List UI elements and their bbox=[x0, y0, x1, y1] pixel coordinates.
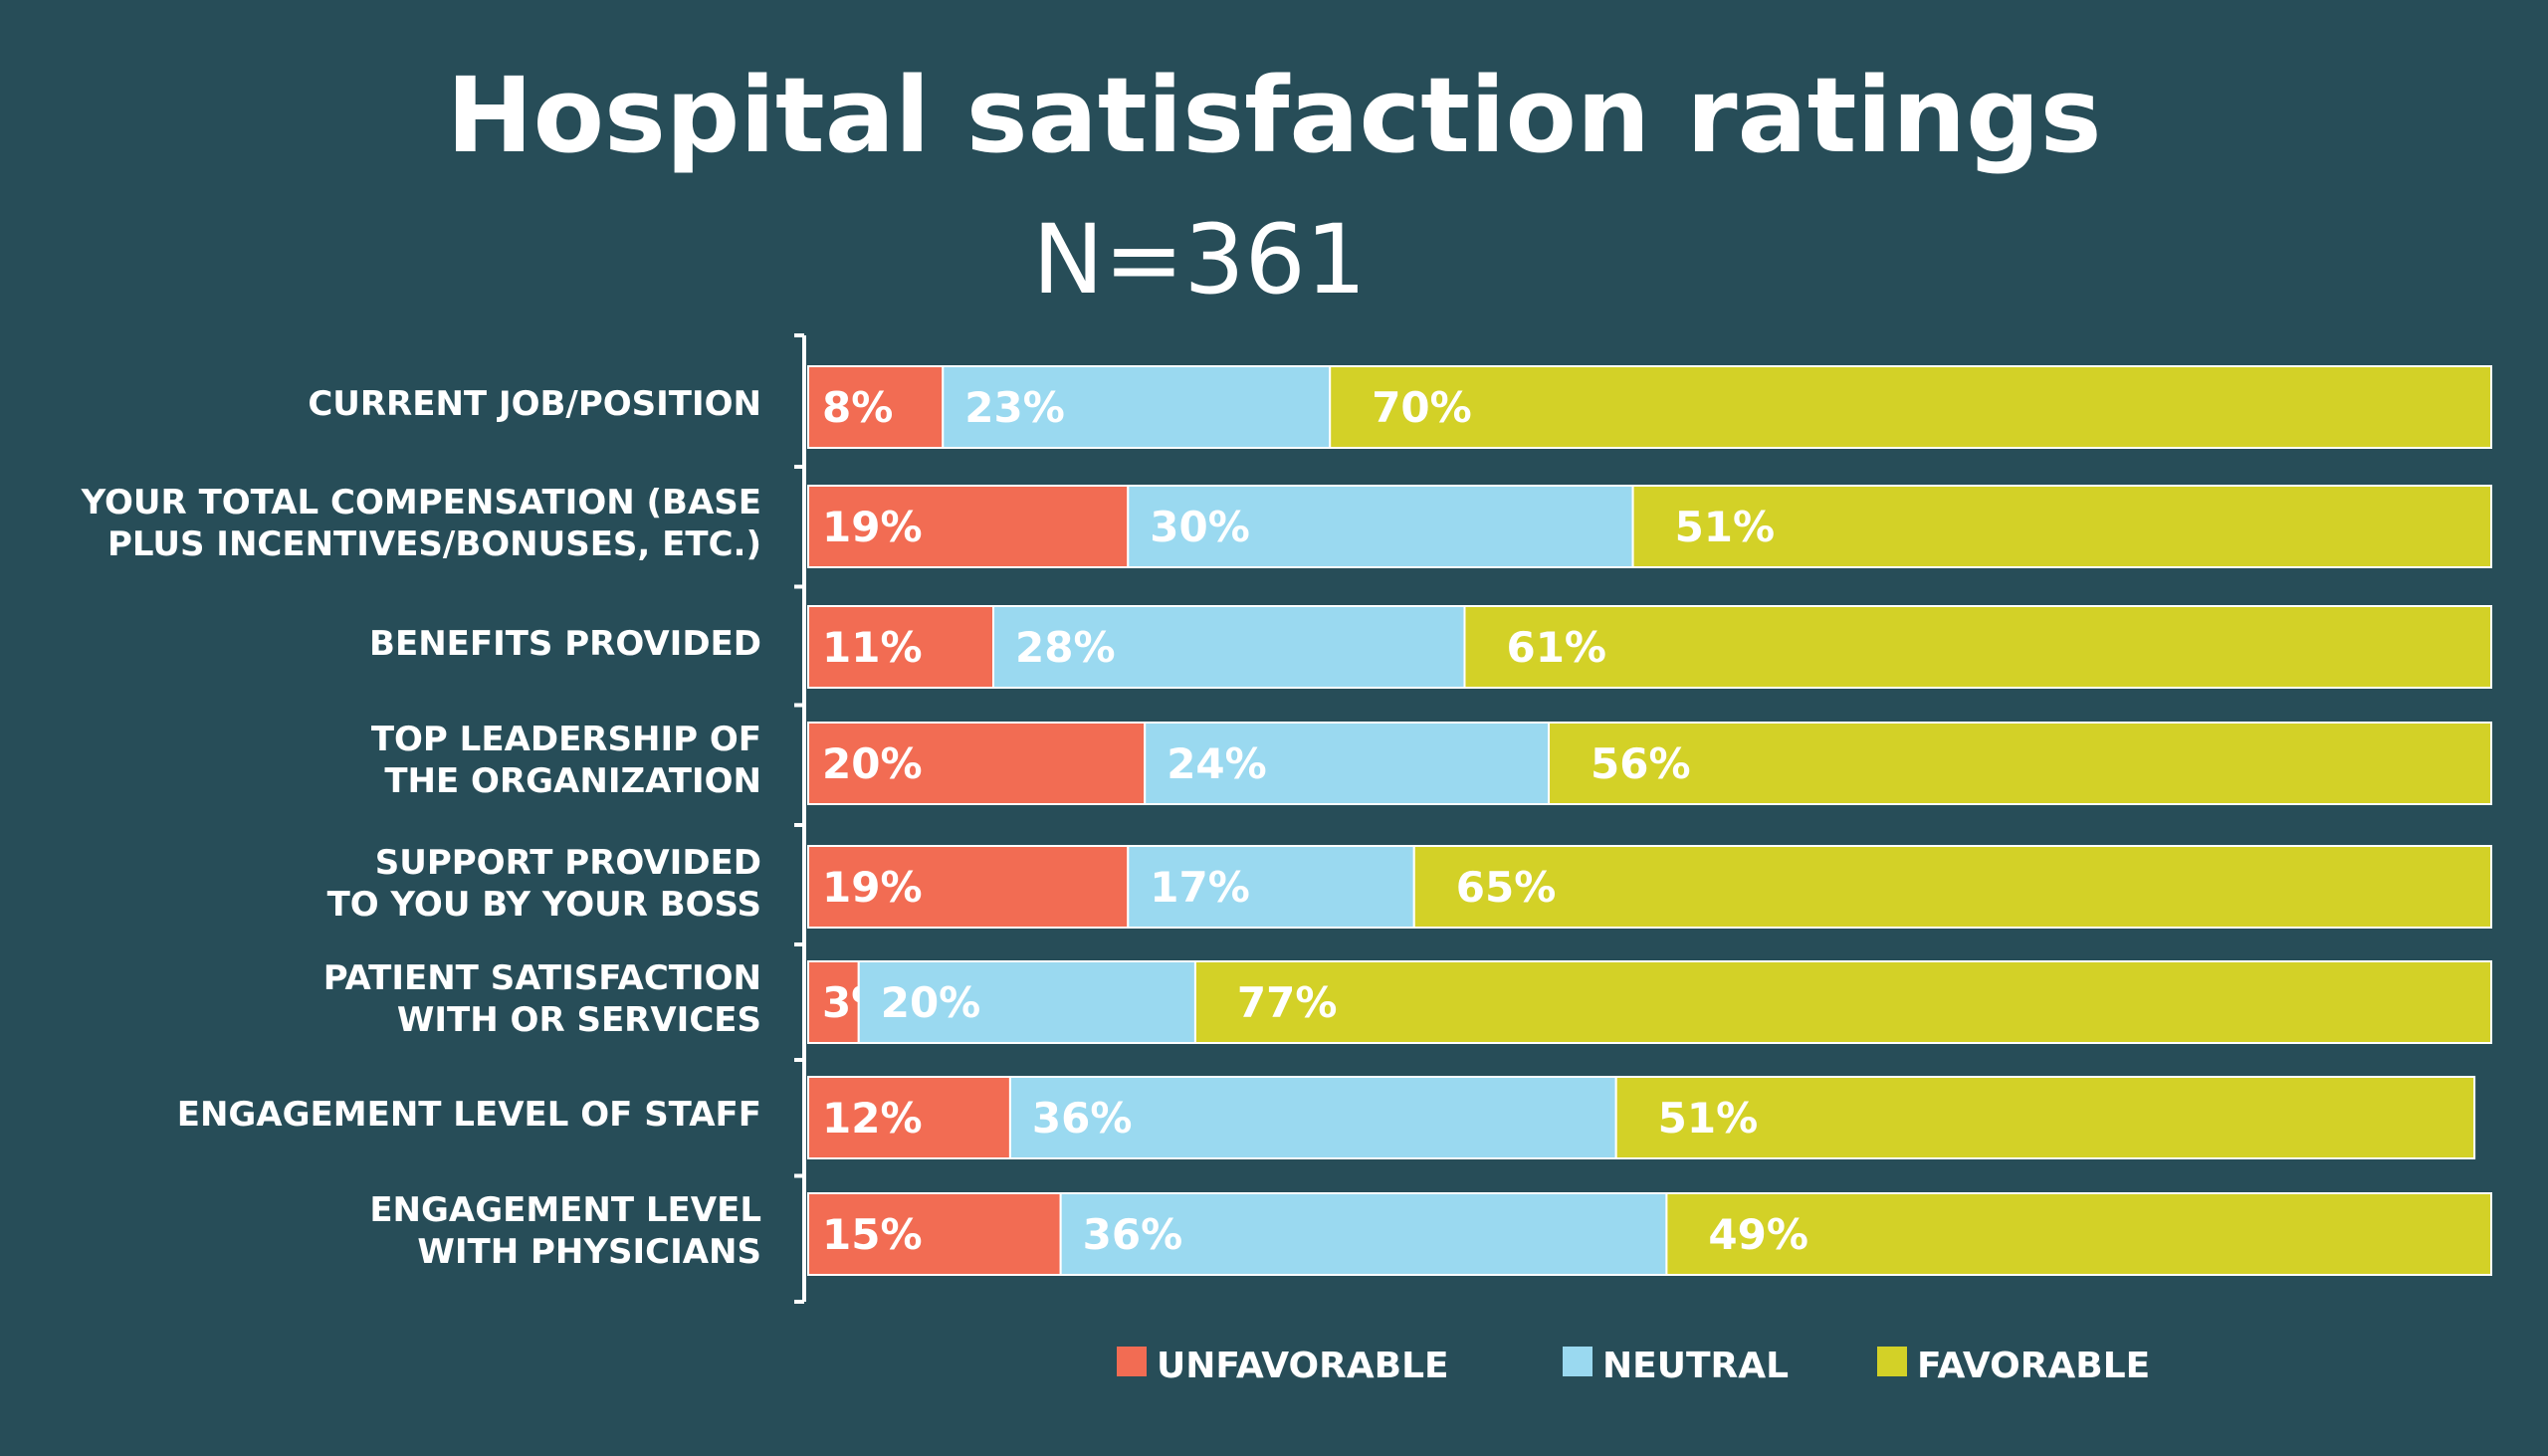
data-label-unfavorable: 19% bbox=[822, 863, 923, 912]
category-label-line: YOUR TOTAL COMPENSATION (BASE bbox=[81, 483, 761, 522]
bar-neutral bbox=[1144, 722, 1551, 805]
legend-label-favorable: FAVORABLE bbox=[1917, 1346, 2150, 1386]
category-label: PATIENT SATISFACTION WITH OR SERVICES bbox=[323, 958, 761, 1040]
category-label-line: ENGAGEMENT LEVEL OF STAFF bbox=[177, 1095, 761, 1135]
data-label-favorable: 51% bbox=[1658, 1094, 1759, 1143]
category-label-line: ENGAGEMENT LEVEL bbox=[369, 1190, 761, 1230]
legend-swatch-neutral bbox=[1563, 1347, 1592, 1376]
bar-favorable bbox=[1631, 485, 2492, 568]
data-label-neutral: 24% bbox=[1167, 739, 1267, 788]
legend-label-unfavorable: UNFAVORABLE bbox=[1157, 1346, 1449, 1386]
data-label-favorable: 77% bbox=[1237, 978, 1338, 1027]
legend-swatch-favorable bbox=[1877, 1347, 1907, 1376]
data-label-favorable: 51% bbox=[1675, 503, 1776, 551]
bar-favorable bbox=[1463, 605, 2492, 689]
category-label: ENGAGEMENT LEVEL WITH PHYSICIANS bbox=[369, 1190, 761, 1272]
data-label-neutral: 23% bbox=[964, 383, 1065, 432]
category-label-line: WITH PHYSICIANS bbox=[417, 1232, 761, 1272]
bar-unfavorable bbox=[807, 1076, 1011, 1159]
data-label-favorable: 56% bbox=[1591, 739, 1691, 788]
bar-unfavorable bbox=[807, 722, 1147, 805]
bar-unfavorable bbox=[807, 365, 945, 449]
data-label-favorable: 65% bbox=[1456, 863, 1557, 912]
category-label-line: SUPPORT PROVIDED bbox=[375, 843, 761, 883]
category-label-line: TOP LEADERSHIP OF bbox=[371, 720, 761, 759]
bar-favorable bbox=[1665, 1192, 2493, 1276]
bar-unfavorable bbox=[807, 485, 1130, 568]
data-label-unfavorable: 19% bbox=[822, 503, 923, 551]
category-label: YOUR TOTAL COMPENSATION (BASE PLUS INCENT… bbox=[81, 483, 761, 564]
category-label: TOP LEADERSHIP OF THE ORGANIZATION bbox=[371, 720, 761, 801]
legend-label-neutral: NEUTRAL bbox=[1602, 1346, 1789, 1386]
category-label-line: PATIENT SATISFACTION bbox=[323, 958, 761, 998]
category-label-line: TO YOU BY YOUR BOSS bbox=[327, 885, 761, 925]
bar-favorable bbox=[1412, 845, 2492, 929]
data-label-neutral: 20% bbox=[881, 978, 981, 1027]
category-label-line: THE ORGANIZATION bbox=[384, 761, 761, 801]
data-label-neutral: 17% bbox=[1150, 863, 1250, 912]
chart-subtitle: N=361 bbox=[1032, 204, 1367, 315]
bar-neutral bbox=[857, 960, 1196, 1044]
data-label-unfavorable: 11% bbox=[822, 623, 923, 672]
bar-favorable bbox=[1548, 722, 2493, 805]
data-label-unfavorable: 12% bbox=[822, 1094, 923, 1143]
category-label: SUPPORT PROVIDED TO YOU BY YOUR BOSS bbox=[327, 843, 761, 925]
bar-neutral bbox=[1127, 485, 1634, 568]
category-label: BENEFITS PROVIDED bbox=[369, 624, 761, 664]
bar-neutral bbox=[942, 365, 1332, 449]
category-label-line: WITH OR SERVICES bbox=[397, 1000, 761, 1040]
data-label-neutral: 36% bbox=[1032, 1094, 1133, 1143]
chart-title: Hospital satisfaction ratings bbox=[446, 55, 2102, 176]
data-label-favorable: 49% bbox=[1708, 1210, 1808, 1259]
bar-neutral bbox=[1127, 845, 1415, 929]
category-label-line: PLUS INCENTIVES/BONUSES, ETC.) bbox=[107, 524, 761, 564]
data-label-neutral: 28% bbox=[1015, 623, 1116, 672]
bar-favorable bbox=[1193, 960, 2492, 1044]
legend-swatch-unfavorable bbox=[1117, 1347, 1147, 1376]
category-label-line: BENEFITS PROVIDED bbox=[369, 624, 761, 664]
data-label-neutral: 36% bbox=[1083, 1210, 1183, 1259]
data-label-favorable: 70% bbox=[1372, 383, 1472, 432]
data-label-unfavorable: 8% bbox=[822, 383, 893, 432]
bar-favorable bbox=[1329, 365, 2492, 449]
category-label: ENGAGEMENT LEVEL OF STAFF bbox=[177, 1095, 761, 1135]
data-label-unfavorable: 15% bbox=[822, 1210, 923, 1259]
bar-unfavorable bbox=[807, 1192, 1062, 1276]
category-label-line: CURRENT JOB/POSITION bbox=[308, 384, 761, 424]
bar-unfavorable bbox=[807, 605, 995, 689]
data-label-unfavorable: 20% bbox=[822, 739, 923, 788]
bar-unfavorable bbox=[807, 960, 860, 1044]
bar-favorable bbox=[1614, 1076, 2476, 1159]
bar-unfavorable bbox=[807, 845, 1130, 929]
data-label-favorable: 61% bbox=[1506, 623, 1606, 672]
bar-neutral bbox=[992, 605, 1466, 689]
data-label-neutral: 30% bbox=[1150, 503, 1250, 551]
category-label: CURRENT JOB/POSITION bbox=[308, 384, 761, 424]
